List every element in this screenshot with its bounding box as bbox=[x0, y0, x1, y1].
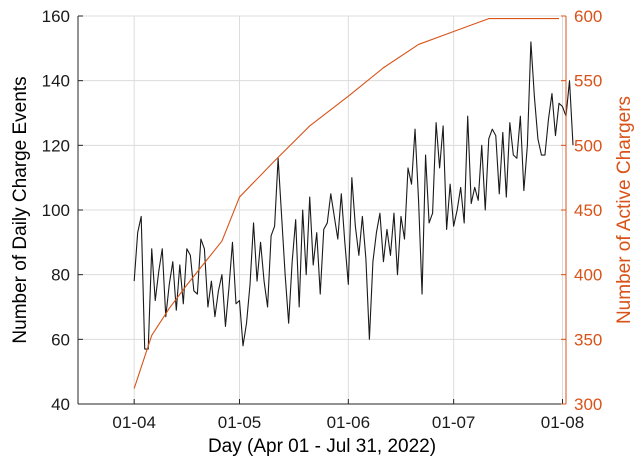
right-y-tick-label: 450 bbox=[574, 201, 602, 220]
left-y-tick-label: 60 bbox=[51, 330, 70, 349]
left-y-axis-label: Number of Daily Charge Events bbox=[10, 76, 31, 343]
series-layer bbox=[133, 18, 574, 389]
left-y-tick-label: 100 bbox=[42, 201, 70, 220]
right-y-tick-label: 500 bbox=[574, 136, 602, 155]
left-y-tick-label: 40 bbox=[51, 395, 70, 414]
x-tick-label: 01-06 bbox=[327, 413, 370, 432]
left-y-tick-label: 120 bbox=[42, 136, 70, 155]
x-axis-label: Day (Apr 01 - Jul 31, 2022) bbox=[208, 436, 436, 457]
x-tick-label: 01-05 bbox=[218, 413, 261, 432]
x-tick-label: 01-04 bbox=[112, 413, 155, 432]
daily-charge-events-line bbox=[133, 41, 574, 350]
right-y-tick-label: 400 bbox=[574, 266, 602, 285]
right-y-tick-label: 550 bbox=[574, 72, 602, 91]
right-y-tick-label: 600 bbox=[574, 7, 602, 26]
x-tick-label: 01-07 bbox=[432, 413, 475, 432]
right-y-tick-label: 300 bbox=[574, 395, 602, 414]
tick-labels: 01-04 01-05 01-06 01-07 01-08 40 60 80 100 120 140… bbox=[42, 7, 603, 432]
right-y-axis-label: Number of Active Chargers bbox=[614, 96, 635, 324]
active-chargers-line bbox=[133, 18, 559, 389]
axes bbox=[77, 15, 567, 405]
right-y-tick-label: 350 bbox=[574, 330, 602, 349]
left-y-tick-label: 140 bbox=[42, 72, 70, 91]
left-y-tick-label: 160 bbox=[42, 7, 70, 26]
x-tick-label: 01-08 bbox=[541, 413, 584, 432]
left-y-tick-label: 80 bbox=[51, 266, 70, 285]
